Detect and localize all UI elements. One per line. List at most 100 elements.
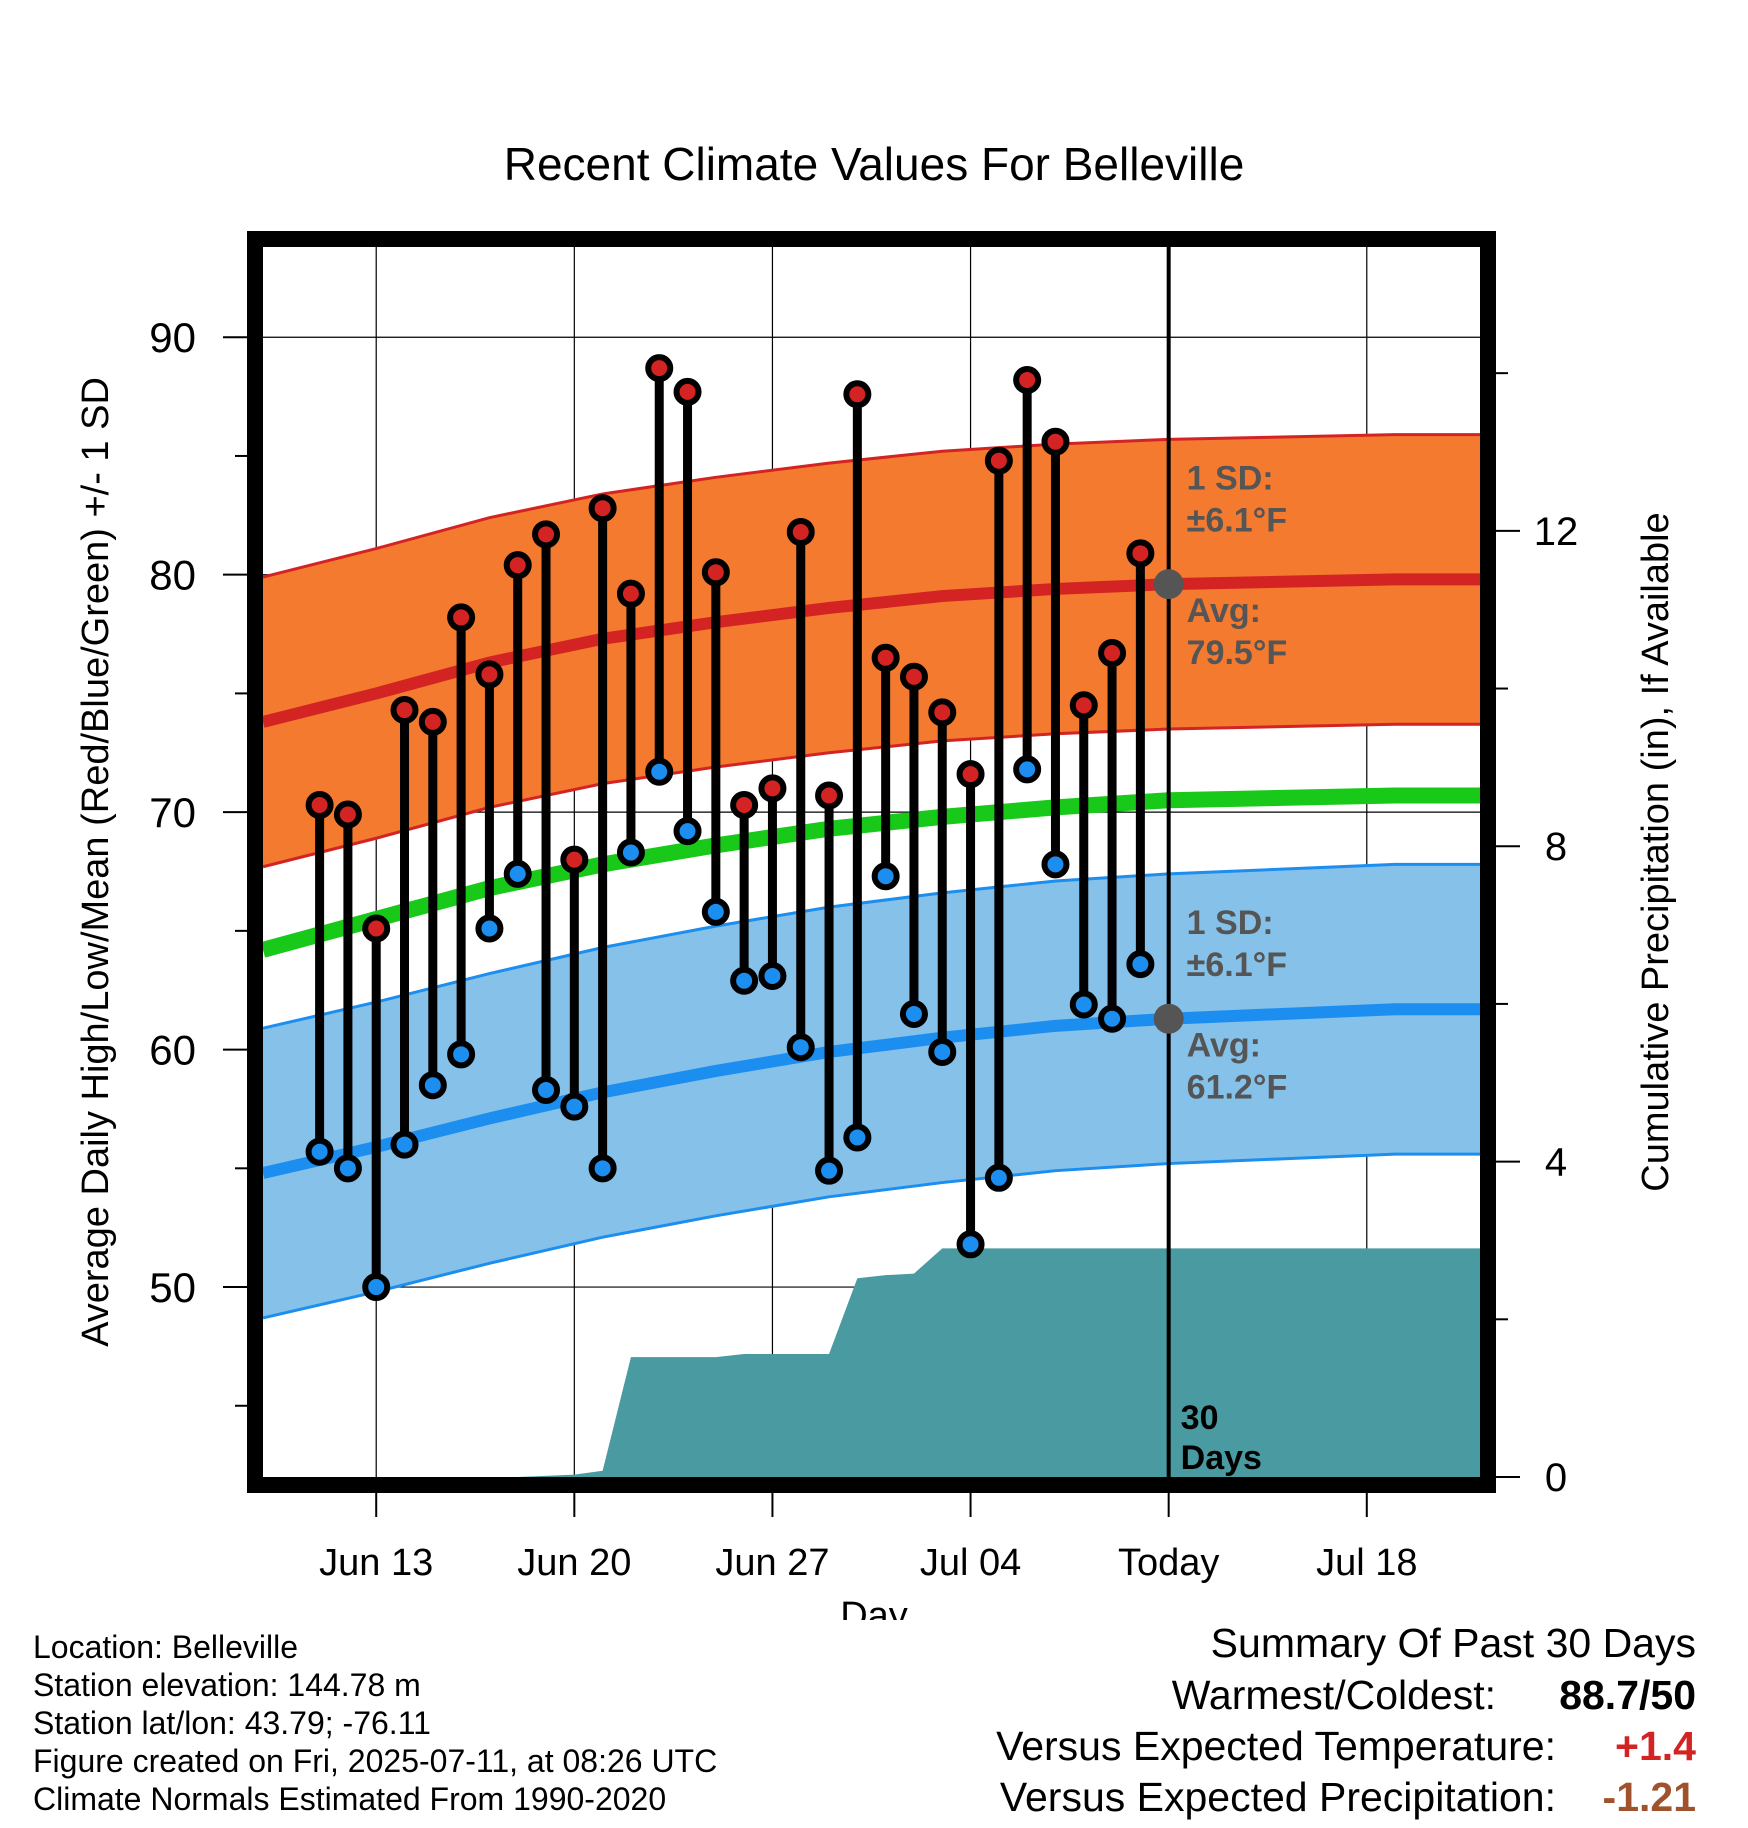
plot-frame	[247, 231, 1496, 1493]
daily-low-point	[616, 838, 645, 867]
y-axis-label: Average Daily High/Low/Mean (Red/Blue/Gr…	[75, 377, 117, 1347]
daily-low-point	[532, 1075, 561, 1104]
y-tick-label: 50	[149, 1264, 196, 1311]
y-tick-label: 90	[149, 314, 196, 361]
daily-low-point	[447, 1040, 476, 1069]
normal-low-line	[261, 1003, 1480, 1179]
today-high-marker	[1153, 569, 1184, 600]
y2-tick-label: 0	[1545, 1456, 1567, 1500]
temp-label: Versus Expected Temperature:	[996, 1723, 1556, 1769]
high-avg-label-value: 79.5°F	[1187, 634, 1288, 672]
daily-high-point	[984, 446, 1013, 475]
today-low-marker	[1153, 1003, 1184, 1034]
daily-high-point	[1069, 691, 1098, 720]
high-avg-label-title: Avg:	[1187, 592, 1261, 630]
precip-label: Versus Expected Precipitation:	[999, 1774, 1556, 1820]
y-tick-label: 60	[149, 1027, 196, 1074]
daily-low-point	[475, 914, 504, 943]
daily-high-point	[1098, 639, 1127, 668]
created-text: Figure created on Fri, 2025-07-11, at 08…	[33, 1743, 718, 1779]
x-tick-label: Today	[1118, 1542, 1219, 1584]
daily-low-point	[928, 1037, 957, 1066]
summary-row-temp: Versus Expected Temperature: +1.4	[996, 1723, 1696, 1774]
daily-high-point	[1013, 365, 1042, 394]
low-sd-label-title: 1 SD:	[1187, 904, 1274, 942]
daily-low-point	[333, 1154, 362, 1183]
daily-high-point	[1126, 539, 1155, 568]
low-sd-band	[263, 864, 1480, 1318]
summary-panel: Summary Of Past 30 Days Warmest/Coldest:…	[996, 1620, 1696, 1825]
daily-high-point	[362, 914, 391, 943]
daily-low-point	[871, 862, 900, 891]
daily-high-point	[333, 800, 362, 829]
normals-text: Climate Normals Estimated From 1990-2020	[33, 1781, 667, 1817]
low-sd-band-lower-edge	[262, 1152, 1480, 1320]
y2-tick-label: 12	[1534, 510, 1579, 554]
normal-high-line	[261, 573, 1480, 728]
x-tick-label: Jun 27	[715, 1542, 829, 1584]
daily-high-point	[390, 696, 419, 725]
daily-high-point	[956, 760, 985, 789]
y2-tick-label: 4	[1545, 1141, 1567, 1185]
x-axis-label: Day	[840, 1595, 908, 1620]
daily-low-point	[588, 1154, 617, 1183]
daily-high-point	[701, 558, 730, 587]
low-sd-label-value: ±6.1°F	[1187, 946, 1287, 984]
summary-title: Summary Of Past 30 Days	[1210, 1620, 1696, 1666]
summary-row-precip: Versus Expected Precipitation: -1.21	[996, 1774, 1696, 1825]
elevation-text: Station elevation: 144.78 m	[33, 1667, 421, 1703]
high-sd-label-value: ±6.1°F	[1187, 501, 1287, 539]
station-info: Location: Belleville Station elevation: …	[33, 1628, 717, 1818]
daily-high-point	[305, 791, 334, 820]
high-sd-label-title: 1 SD:	[1187, 459, 1274, 497]
daily-low-point	[418, 1071, 447, 1100]
daily-low-point	[815, 1156, 844, 1185]
daily-low-point	[673, 817, 702, 846]
daily-low-point	[899, 999, 928, 1028]
warmest-label: Warmest/Coldest:	[1171, 1672, 1496, 1718]
daily-low-point	[1126, 950, 1155, 979]
daily-low-point	[645, 757, 674, 786]
chart-title: Recent Climate Values For Belleville	[504, 138, 1245, 190]
daily-high-point	[815, 781, 844, 810]
daily-high-point	[503, 551, 532, 580]
daily-low-point	[984, 1163, 1013, 1192]
daily-high-point	[447, 603, 476, 632]
daily-high-point	[418, 707, 447, 736]
daily-low-point	[786, 1033, 815, 1062]
precipitation-area	[263, 1248, 1480, 1477]
warmest-value: 88.7/50	[1559, 1672, 1696, 1718]
daily-low-point	[560, 1092, 589, 1121]
low-sd-band-upper-edge	[262, 862, 1480, 1030]
daily-low-point	[956, 1230, 985, 1259]
daily-low-point	[730, 966, 759, 995]
daily-low-point	[390, 1130, 419, 1159]
precip-days-label-2: Days	[1181, 1439, 1262, 1477]
daily-high-point	[1041, 427, 1070, 456]
low-avg-label-value: 61.2°F	[1187, 1069, 1288, 1107]
daily-high-point	[588, 494, 617, 523]
daily-high-point	[928, 698, 957, 727]
daily-high-point	[758, 774, 787, 803]
daily-low-point	[1069, 990, 1098, 1019]
daily-high-point	[899, 662, 928, 691]
daily-high-point	[871, 643, 900, 672]
daily-high-point	[673, 377, 702, 406]
precip-days-label-1: 30	[1181, 1399, 1219, 1437]
high-sd-band	[263, 434, 1480, 867]
high-sd-band-upper-edge	[262, 433, 1480, 579]
daily-low-point	[701, 897, 730, 926]
x-tick-label: Jun 13	[319, 1542, 433, 1584]
daily-high-point	[475, 660, 504, 689]
x-tick-label: Jul 18	[1316, 1542, 1417, 1584]
plot-area: 1 SD: ±6.1°F Avg: 79.5°F 1 SD: ±6.1°F Avg: 61.2…	[149, 231, 1579, 1584]
y2-tick-label: 8	[1545, 825, 1567, 869]
x-tick-label: Jul 04	[920, 1542, 1021, 1584]
daily-low-point	[503, 859, 532, 888]
daily-low-point	[362, 1273, 391, 1302]
daily-high-point	[616, 579, 645, 608]
precip-value: -1.21	[1602, 1774, 1696, 1820]
daily-high-point	[645, 354, 674, 383]
location-text: Location: Belleville	[33, 1629, 299, 1665]
summary-row-warmest: Warmest/Coldest: 88.7/50	[996, 1672, 1696, 1723]
